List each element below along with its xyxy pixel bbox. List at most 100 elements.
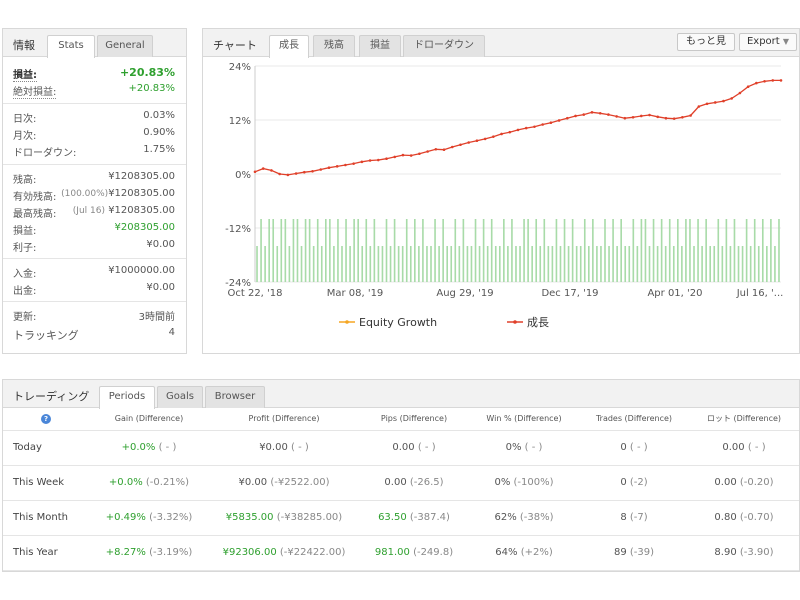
gain-difference: (-0.21%) (145, 477, 190, 488)
trade-bar (587, 246, 590, 282)
trade-bar (543, 219, 546, 282)
growth-point (368, 159, 372, 162)
tab-periods[interactable]: Periods (99, 386, 155, 409)
growth-point (607, 113, 610, 116)
trade-bar (672, 246, 675, 282)
trade-bar (365, 219, 368, 282)
tab-drawdown[interactable]: ドローダウン (403, 35, 485, 57)
lots-value: 0.80 (714, 512, 737, 523)
trade-bar (644, 219, 647, 282)
trade-bar (749, 246, 752, 282)
trade-bar (454, 219, 457, 282)
daily-row: 日次: 0.03% (13, 110, 175, 125)
trade-bar (535, 219, 538, 282)
tab-browser[interactable]: Browser (205, 386, 265, 408)
column-header: Profit (Difference) (209, 408, 359, 431)
trade-bar (624, 246, 627, 282)
trades-cell: 89 (-39) (579, 535, 689, 571)
profit-difference: ( - ) (291, 442, 309, 453)
trade-bar (320, 246, 323, 282)
lots-difference: (-3.90) (739, 547, 774, 558)
export-button[interactable]: Export ▼ (739, 33, 797, 51)
growth-point (311, 170, 314, 173)
trade-bar (547, 246, 550, 282)
trade-bar (466, 246, 469, 282)
trade-bar (620, 219, 622, 282)
growth-point (261, 167, 265, 170)
lots-cell: 0.80 (-0.70) (689, 500, 799, 536)
pips-difference: (-387.4) (409, 512, 450, 523)
trade-bar (507, 246, 509, 282)
profit-cell: ¥5835.00 (-¥38285.00) (209, 500, 359, 536)
growth-point (500, 132, 503, 136)
tab-goals[interactable]: Goals (157, 386, 203, 408)
trade-bar (474, 219, 477, 282)
trade-bar (256, 246, 258, 282)
growth-point (541, 123, 544, 126)
deposits-label: 入金: (13, 269, 37, 280)
win-value: 0% (505, 442, 522, 453)
trade-bar (757, 246, 760, 282)
stats-panel-header: 情報 Stats General (3, 29, 186, 58)
gain-cell: +8.27% (-3.19%) (89, 535, 209, 571)
trade-bar (345, 219, 347, 282)
growth-point (533, 125, 536, 129)
y-tick-label: -12% (225, 224, 251, 235)
gain-label: 損益: (13, 66, 37, 82)
gain-value: +8.27% (105, 547, 146, 558)
x-tick-label: Jul 16, '... (736, 288, 784, 299)
trade-bar (701, 246, 703, 282)
trade-bar (377, 246, 380, 282)
growth-point (352, 162, 355, 165)
tab-profit[interactable]: 損益 (359, 35, 401, 57)
trade-bar (462, 219, 465, 282)
tab-general[interactable]: General (97, 35, 153, 57)
trade-bar (778, 219, 780, 282)
trades-cell: 0 (-2) (579, 465, 689, 501)
more-button[interactable]: もっと見 (677, 33, 735, 51)
x-tick-label: Apr 01, '20 (647, 288, 702, 299)
profit-value: ¥0.00 (259, 442, 288, 453)
y-tick-label: 12% (229, 116, 251, 127)
equity-note: (100.00%) (61, 189, 109, 199)
interest-label: 利子: (13, 243, 37, 254)
trade-bar (539, 246, 542, 282)
tab-balance[interactable]: 残高 (313, 35, 355, 57)
trade-bar (438, 246, 440, 282)
trade-bar (292, 219, 295, 282)
trade-bar (329, 219, 331, 282)
tab-growth[interactable]: 成長 (269, 35, 309, 58)
trade-bar (458, 246, 461, 282)
help-icon[interactable]: ? (41, 413, 51, 424)
growth-point (450, 145, 454, 149)
export-label: Export (746, 36, 780, 47)
growth-point (524, 126, 528, 130)
growth-point (598, 111, 602, 115)
growth-point (360, 160, 364, 164)
balance-label: 残高: (13, 175, 37, 186)
tab-stats[interactable]: Stats (47, 35, 95, 58)
pips-cell: 63.50 (-387.4) (359, 500, 469, 536)
growth-chart: 24% 12% 0% -12% -24%Oct 22, '18 Mar 08, '19 Au… (225, 62, 784, 329)
x-tick-label: Dec 17, '19 (541, 288, 598, 299)
pips-difference: ( - ) (417, 442, 436, 453)
pips-cell: 981.00 (-249.8) (359, 535, 469, 571)
gain-cell: +0.0% ( - ) (89, 430, 209, 466)
x-tick-label: Aug 29, '19 (436, 288, 493, 299)
trade-bar (523, 219, 525, 282)
divider (3, 258, 186, 259)
growth-point (467, 141, 470, 144)
trade-bar (636, 246, 639, 282)
divider (3, 164, 186, 165)
growth-point (705, 102, 709, 106)
trade-bar (284, 219, 287, 282)
trade-bar (308, 219, 311, 282)
growth-point (376, 158, 380, 162)
trade-bar (401, 246, 404, 282)
trade-bar (697, 219, 699, 282)
highest-label: 最高残高: (13, 209, 57, 220)
gain-difference: (-3.32%) (149, 512, 193, 523)
win-cell: 62% (-38%) (469, 500, 579, 536)
profit-value: ¥0.00 (238, 477, 268, 488)
trade-bar (628, 246, 631, 282)
